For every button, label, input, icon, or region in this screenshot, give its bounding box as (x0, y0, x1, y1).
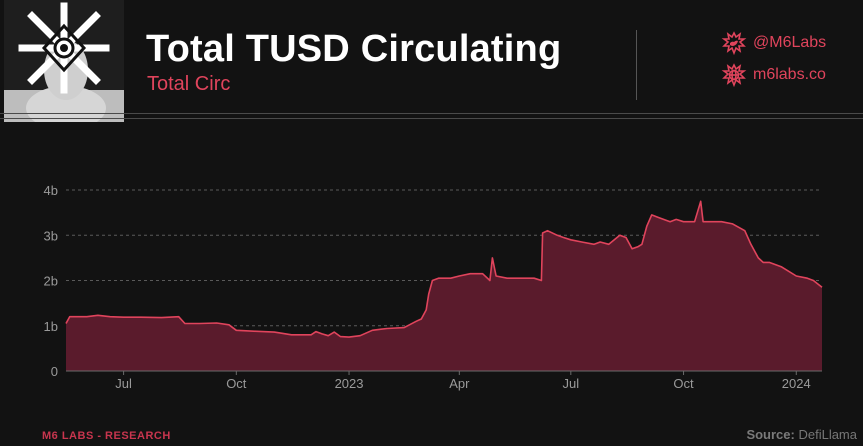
x-tick-label: 2024 (782, 376, 811, 391)
header-rule-top (0, 113, 863, 114)
x-tick-label: Jul (115, 376, 132, 391)
y-tick-label: 2b (44, 274, 58, 289)
x-tick-label: Oct (673, 376, 694, 391)
footer-source: Source: DefiLlama (746, 427, 857, 442)
x-tick-label: Jul (563, 376, 580, 391)
page-subtitle: Total Circ (147, 73, 231, 95)
y-tick-label: 1b (44, 319, 58, 334)
source-value: DefiLlama (798, 427, 857, 442)
page-title: Total TUSD Circulating (146, 28, 562, 70)
website-link[interactable]: m6labs.co (721, 63, 826, 87)
series-line (65, 200, 823, 338)
header-rule-bottom (0, 118, 863, 119)
twitter-bird-icon (721, 31, 747, 55)
header-divider (636, 30, 637, 100)
twitter-link[interactable]: @M6Labs (721, 31, 826, 55)
area-chart: 0 1b 2b 3b 4b Jul Oct 2023 Apr Jul Oct 2024 (44, 183, 823, 391)
x-tick-label: Apr (449, 376, 470, 391)
series-area (66, 201, 822, 371)
x-tick-label: 2023 (335, 376, 364, 391)
y-tick-label: 3b (44, 228, 58, 243)
m6labs-logo-icon (4, 2, 124, 122)
x-tick-label: Oct (226, 376, 247, 391)
source-label: Source: (746, 427, 795, 442)
y-tick-label: 4b (44, 183, 58, 198)
globe-icon (721, 63, 747, 87)
twitter-handle: @M6Labs (753, 34, 827, 51)
footer-brand: M6 LABS - RESEARCH (42, 430, 171, 442)
website-url: m6labs.co (753, 66, 826, 83)
m6labs-avatar-logo (4, 0, 124, 122)
y-tick-label: 0 (51, 364, 58, 379)
header: Total TUSD Circulating Total Circ @M6Lab… (0, 0, 863, 125)
